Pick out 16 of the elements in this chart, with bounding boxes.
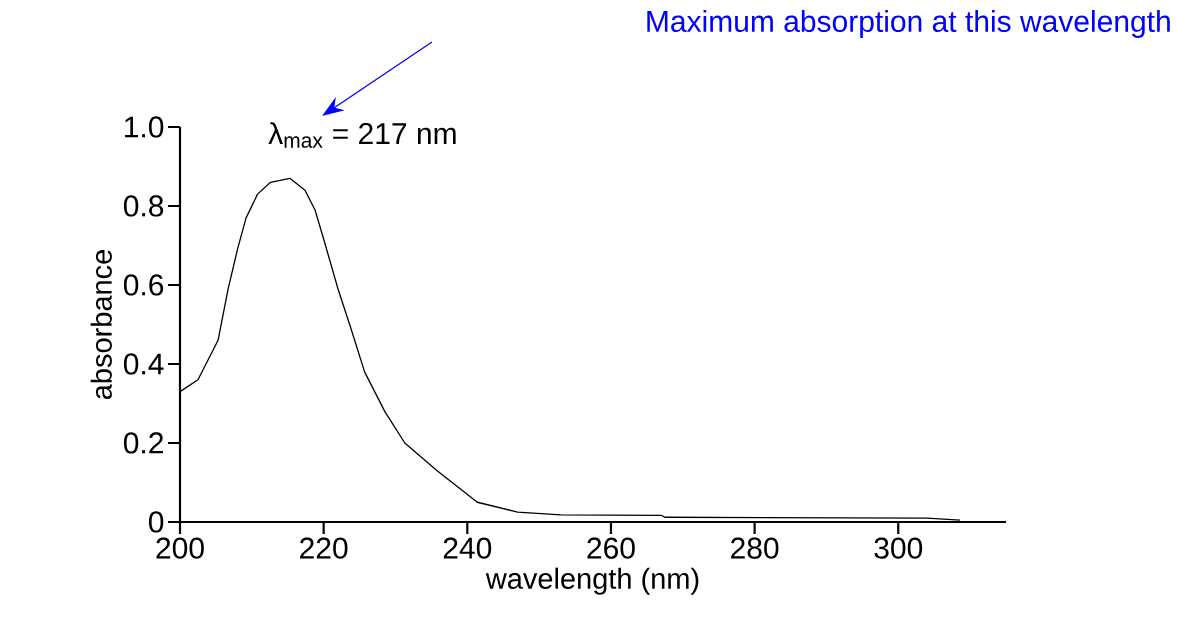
y-tick-label: 0.8 (123, 195, 164, 217)
y-tick-label: 1.0 (125, 116, 164, 138)
annotation: λ$_{max}$ = 217 nm (268, 122, 456, 148)
x-axis-title: wavelength (nm) (485, 567, 699, 595)
y-axis-title: absorbance (90, 250, 112, 400)
y-tick-label: 0 (148, 511, 164, 533)
x-tick-label: 240 (443, 537, 492, 559)
x-tick-label: 220 (300, 537, 348, 559)
y-tick-label: 0.2 (123, 432, 163, 454)
text: Maximum absorption at this wavelength (647, 10, 1170, 38)
y-tick-label: 0.4 (123, 353, 164, 375)
x-tick-label: 300 (874, 537, 923, 559)
x-tick-label: 200 (156, 537, 204, 559)
x-tick-label: 280 (731, 537, 779, 559)
x-tick-label: 260 (587, 537, 635, 559)
y-tick-label: 0.6 (123, 274, 164, 296)
